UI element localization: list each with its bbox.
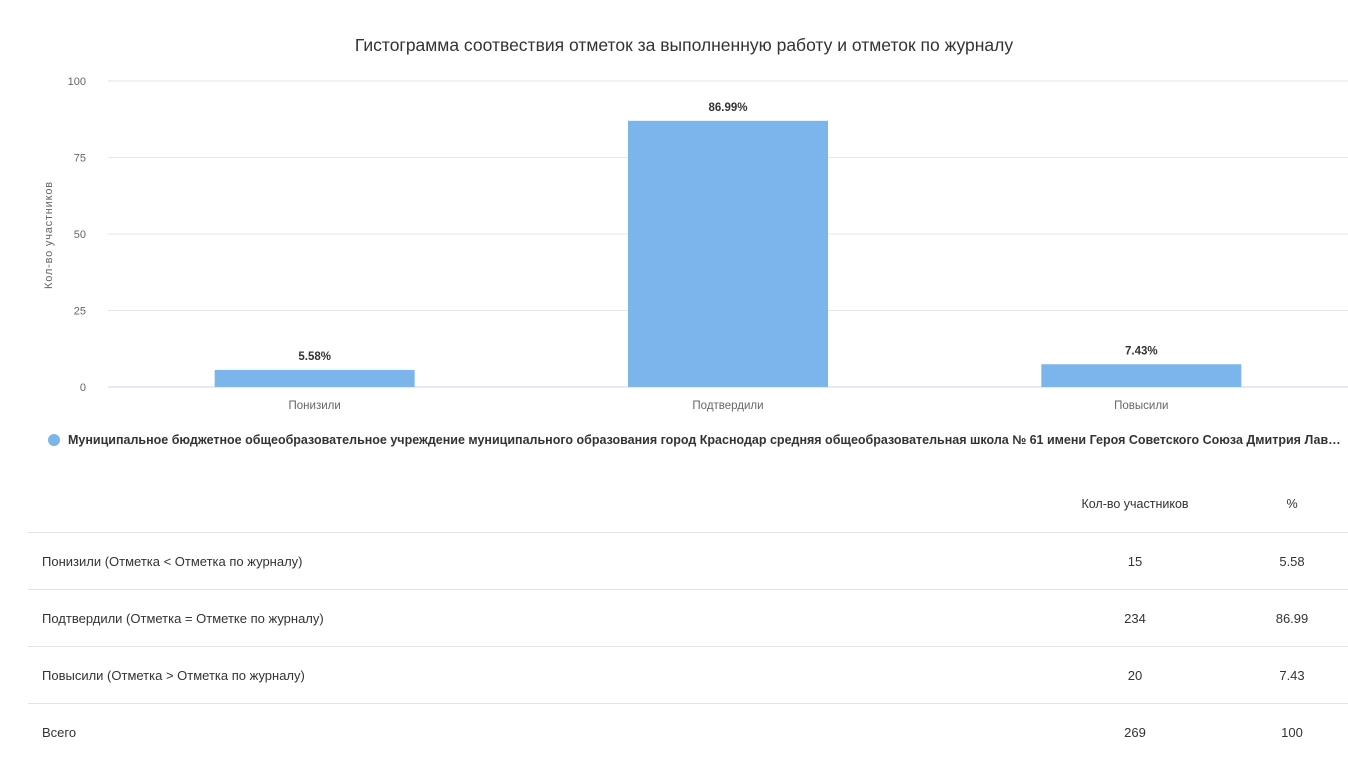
bar-chart: Гистограмма соотвествия отметок за выпол… <box>0 0 1348 425</box>
x-axis-ticks: Понизили Подтвердили Повысили <box>289 400 1169 412</box>
bar-2[interactable] <box>628 121 828 387</box>
bar-3[interactable] <box>1041 364 1241 387</box>
y-tick-label: 75 <box>74 153 86 165</box>
bars <box>215 121 1242 387</box>
data-label: 7.43% <box>1125 345 1158 357</box>
y-tick-label: 25 <box>74 306 86 318</box>
row-count: 15 <box>1034 533 1236 590</box>
table-row: Понизили (Отметка < Отметка по журналу) … <box>28 533 1348 590</box>
summary-table: Кол-во участников % Понизили (Отметка < … <box>28 476 1348 760</box>
legend-item-label: Муниципальное бюджетное общеобразователь… <box>68 433 1343 447</box>
x-tick-label: Повысили <box>1114 400 1168 412</box>
y-axis-ticks: 0 25 50 75 100 <box>68 76 86 394</box>
row-count: 234 <box>1034 590 1236 647</box>
y-tick-label: 0 <box>80 382 86 394</box>
row-percent: 5.58 <box>1236 533 1348 590</box>
chart-title: Гистограмма соотвествия отметок за выпол… <box>355 35 1014 55</box>
row-count: 269 <box>1034 704 1236 760</box>
y-tick-label: 100 <box>68 76 86 88</box>
y-axis-title: Кол-во участников <box>43 181 55 289</box>
table-header-count: Кол-во участников <box>1034 476 1236 533</box>
x-tick-label: Понизили <box>289 400 341 412</box>
table-row-total: Всего 269 100 <box>28 704 1348 760</box>
chart-container: Гистограмма соотвествия отметок за выпол… <box>0 0 1348 470</box>
bar-1[interactable] <box>215 370 415 387</box>
table-row: Подтвердили (Отметка = Отметке по журнал… <box>28 590 1348 647</box>
row-label: Повысили (Отметка > Отметка по журналу) <box>28 647 1034 704</box>
row-label: Всего <box>28 704 1034 760</box>
row-percent: 86.99 <box>1236 590 1348 647</box>
table-row: Повысили (Отметка > Отметка по журналу) … <box>28 647 1348 704</box>
data-label: 86.99% <box>708 102 747 114</box>
chart-legend[interactable]: Муниципальное бюджетное общеобразователь… <box>48 433 1343 447</box>
row-percent: 100 <box>1236 704 1348 760</box>
legend-marker-icon <box>48 434 60 446</box>
data-label: 5.58% <box>298 351 331 363</box>
row-percent: 7.43 <box>1236 647 1348 704</box>
row-count: 20 <box>1034 647 1236 704</box>
row-label: Понизили (Отметка < Отметка по журналу) <box>28 533 1034 590</box>
table-header-label <box>28 476 1034 533</box>
x-tick-label: Подтвердили <box>692 400 763 412</box>
y-tick-label: 50 <box>74 229 86 241</box>
row-label: Подтвердили (Отметка = Отметке по журнал… <box>28 590 1034 647</box>
table-header-row: Кол-во участников % <box>28 476 1348 533</box>
table-header-percent: % <box>1236 476 1348 533</box>
